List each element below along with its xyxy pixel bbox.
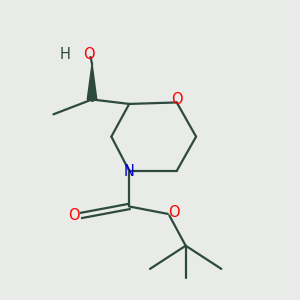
Polygon shape [87, 64, 97, 100]
Text: O: O [83, 47, 95, 62]
Text: O: O [171, 92, 183, 107]
Text: H: H [60, 47, 71, 62]
Text: O: O [169, 205, 180, 220]
Text: N: N [124, 164, 135, 179]
Text: O: O [68, 208, 80, 223]
